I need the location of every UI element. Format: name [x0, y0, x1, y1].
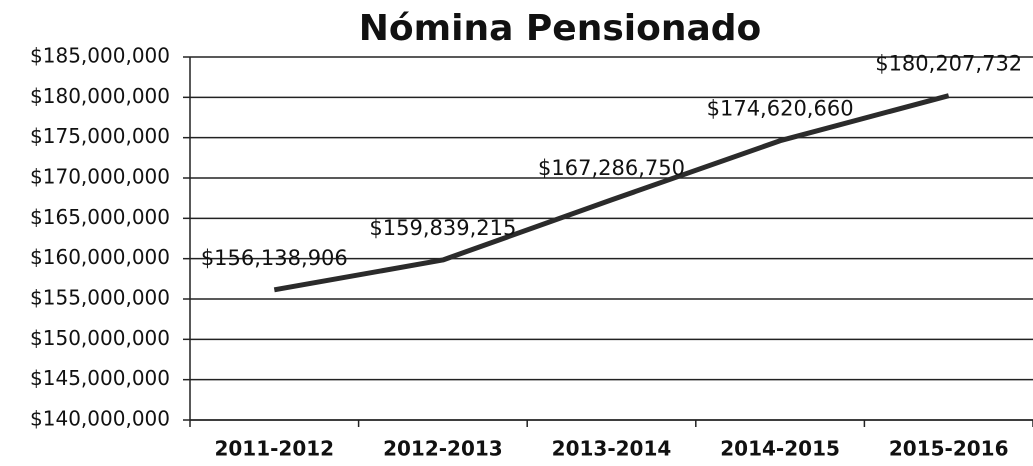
data-label: $180,207,732	[875, 52, 1022, 76]
y-tick-label: $160,000,000	[30, 245, 170, 269]
y-tick-label: $180,000,000	[30, 84, 170, 108]
y-tick-label: $145,000,000	[30, 366, 170, 390]
y-tick-label: $175,000,000	[30, 124, 170, 148]
x-tick-label: 2011-2012	[214, 437, 334, 461]
y-tick-label: $170,000,000	[30, 165, 170, 189]
data-label: $174,620,660	[707, 97, 854, 121]
chart-title: Nómina Pensionado	[359, 8, 762, 49]
y-tick-label: $150,000,000	[30, 326, 170, 350]
y-tick-label: $140,000,000	[30, 407, 170, 431]
y-tick-label: $185,000,000	[30, 44, 170, 68]
data-label: $159,839,215	[369, 216, 516, 240]
data-label: $156,138,906	[201, 246, 348, 270]
y-tick-label: $165,000,000	[30, 205, 170, 229]
data-label: $167,286,750	[538, 156, 685, 180]
x-tick-label: 2013-2014	[552, 437, 672, 461]
y-tick-label: $155,000,000	[30, 286, 170, 310]
data-line	[273, 93, 950, 293]
x-tick-label: 2012-2013	[383, 437, 503, 461]
x-tick-label: 2014-2015	[720, 437, 840, 461]
x-tick-label: 2015-2016	[889, 437, 1009, 461]
